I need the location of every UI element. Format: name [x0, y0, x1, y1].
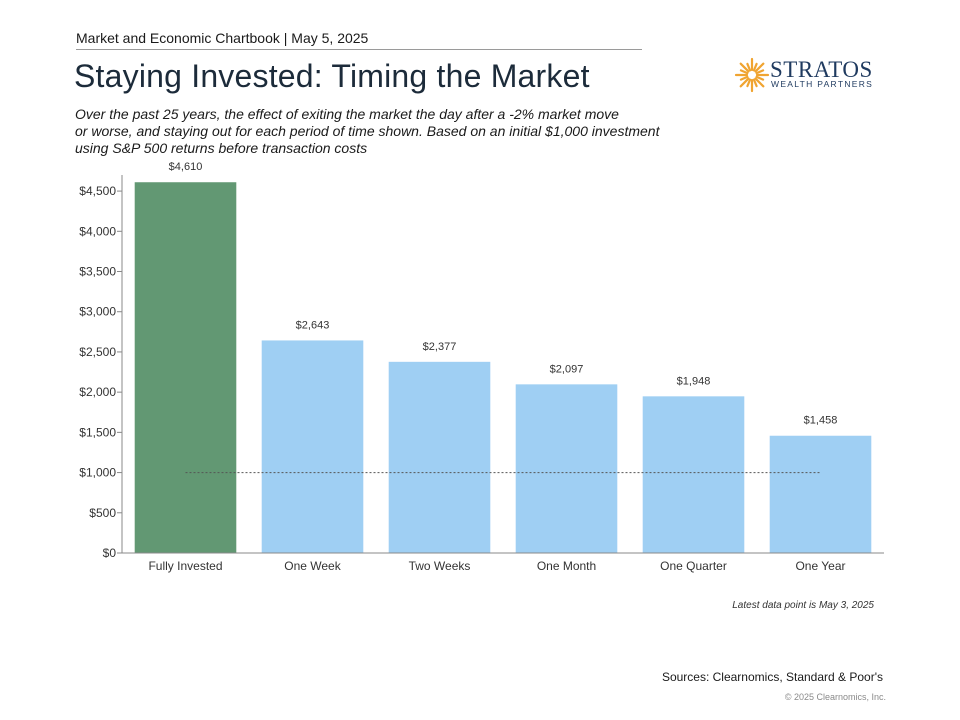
data-label: $4,610 [169, 161, 203, 173]
sunburst-ray [746, 62, 752, 72]
bar [515, 384, 618, 553]
sunburst-ray [739, 77, 750, 88]
y-tick-label: $3,000 [79, 305, 116, 319]
sunburst-ray [752, 78, 758, 88]
company-logo: STRATOS WEALTH PARTNERS [734, 57, 884, 93]
y-tick-label: $2,500 [79, 345, 116, 359]
y-tick-label: $2,000 [79, 385, 116, 399]
chartbook-header: Market and Economic Chartbook | May 5, 2… [76, 30, 642, 50]
y-tick-label: $4,500 [79, 184, 116, 198]
data-note: Latest data point is May 3, 2025 [732, 600, 874, 611]
x-tick-label: One Quarter [660, 559, 727, 573]
subtitle-line: using S&P 500 returns before transaction… [75, 140, 368, 156]
x-tick-label: One Month [537, 559, 596, 573]
sunburst-ray [752, 62, 758, 72]
sources-text: Sources: Clearnomics, Standard & Poor's [661, 670, 883, 684]
sunburst-icon [734, 57, 770, 93]
data-label: $1,948 [677, 375, 711, 387]
bar [261, 340, 364, 553]
x-tick-label: Two Weeks [409, 559, 471, 573]
data-label: $2,097 [550, 363, 584, 375]
sunburst-ray [755, 69, 765, 75]
sunburst-ray [754, 77, 765, 88]
subtitle-line: or worse, and staying out for each perio… [75, 123, 660, 139]
bar [642, 396, 745, 553]
sunburst-ray [754, 62, 765, 73]
bar [134, 182, 237, 554]
y-tick-label: $1,000 [79, 466, 116, 480]
sunburst-ray [746, 78, 752, 88]
x-tick-label: Fully Invested [148, 559, 222, 573]
logo-name: STRATOS [770, 57, 873, 82]
y-tick-label: $1,500 [79, 425, 116, 439]
data-label: $2,377 [423, 341, 457, 353]
sunburst-ray [739, 69, 749, 75]
copyright-text: © 2025 Clearnomics, Inc. [784, 692, 886, 702]
y-tick-label: $0 [103, 546, 117, 560]
bar [388, 361, 491, 553]
y-tick-label: $4,000 [79, 224, 116, 238]
chart-subtitle: Over the past 25 years, the effect of ex… [75, 106, 725, 157]
subtitle-line: Over the past 25 years, the effect of ex… [75, 106, 619, 122]
x-tick-label: One Year [795, 559, 845, 573]
data-label: $1,458 [804, 415, 838, 427]
data-label: $2,643 [296, 319, 330, 331]
sunburst-ray [739, 75, 749, 81]
logo-subtitle: WEALTH PARTNERS [771, 79, 874, 89]
sunburst-ray [755, 75, 765, 81]
x-tick-label: One Week [284, 559, 341, 573]
page-title: Staying Invested: Timing the Market [74, 58, 590, 94]
y-tick-label: $3,500 [79, 265, 116, 279]
bar [769, 435, 872, 553]
y-tick-label: $500 [89, 506, 116, 520]
sunburst-ray [739, 62, 750, 73]
